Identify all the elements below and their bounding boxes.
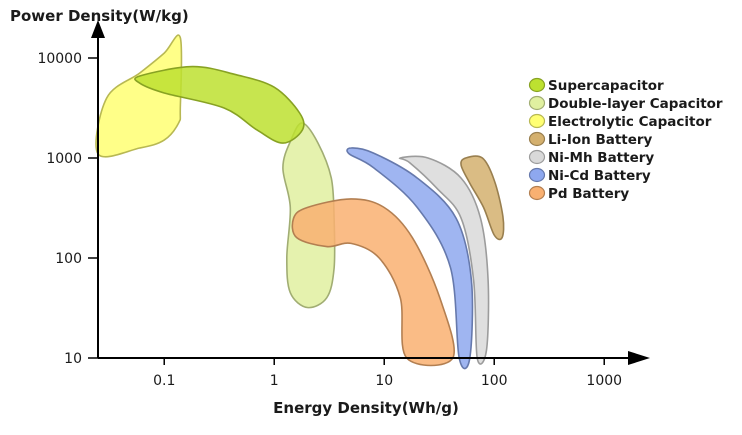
y-ticks: 10 100 1000 10000 <box>37 51 98 367</box>
legend-swatch <box>528 131 546 147</box>
x-ticks: 0.1 1 10 100 1000 <box>153 358 622 389</box>
x-tick-label: 0.1 <box>153 373 175 389</box>
legend-item-li-ion-battery: Li-Ion Battery <box>528 131 653 148</box>
legend-swatch <box>528 167 546 183</box>
legend-swatch <box>528 149 546 165</box>
y-axis-title: Power Density(W/kg) <box>10 7 189 25</box>
region-ni-cd-battery <box>346 147 474 370</box>
x-tick-label: 10 <box>375 373 393 389</box>
legend-label: Pd Battery <box>548 186 629 202</box>
x-axis-title: Energy Density(Wh/g) <box>273 399 459 417</box>
technology-regions <box>95 34 505 370</box>
y-tick-label: 10000 <box>37 51 82 67</box>
x-tick-label: 1000 <box>586 373 622 389</box>
region-li-ion-battery <box>460 155 505 241</box>
legend-label: Double-layer Capacitor <box>548 96 723 112</box>
legend-item-ni-cd-battery: Ni-Cd Battery <box>528 167 651 184</box>
legend-label: Ni-Cd Battery <box>548 168 651 184</box>
legend: Supercapacitor Double-layer Capacitor Elec… <box>528 77 723 202</box>
x-tick-label: 1 <box>270 373 279 389</box>
y-axis-arrowhead <box>91 20 105 38</box>
y-tick-label: 100 <box>55 251 82 267</box>
legend-item-electrolytic-capacitor: Electrolytic Capacitor <box>528 113 712 130</box>
legend-label: Supercapacitor <box>548 78 664 94</box>
legend-item-pd-battery: Pd Battery <box>528 185 629 202</box>
y-tick-label: 1000 <box>46 151 82 167</box>
legend-swatch <box>528 77 546 93</box>
legend-label: Li-Ion Battery <box>548 132 653 148</box>
legend-item-ni-mh-battery: Ni-Mh Battery <box>528 149 654 166</box>
legend-item-double-layer-capacitor: Double-layer Capacitor <box>528 95 723 112</box>
x-tick-label: 100 <box>481 373 508 389</box>
region-electrolytic-capacitor <box>95 34 183 158</box>
x-axis-arrowhead <box>628 351 650 365</box>
legend-label: Ni-Mh Battery <box>548 150 654 166</box>
axes <box>91 20 650 365</box>
legend-swatch <box>528 95 546 111</box>
region-pd-battery <box>291 198 455 367</box>
region-ni-mh-battery <box>398 155 490 365</box>
region-supercapacitor <box>134 65 305 144</box>
y-tick-label: 10 <box>64 351 82 367</box>
legend-swatch <box>528 113 546 129</box>
legend-label: Electrolytic Capacitor <box>548 114 712 130</box>
legend-swatch <box>528 185 546 201</box>
legend-item-supercapacitor: Supercapacitor <box>528 77 664 94</box>
